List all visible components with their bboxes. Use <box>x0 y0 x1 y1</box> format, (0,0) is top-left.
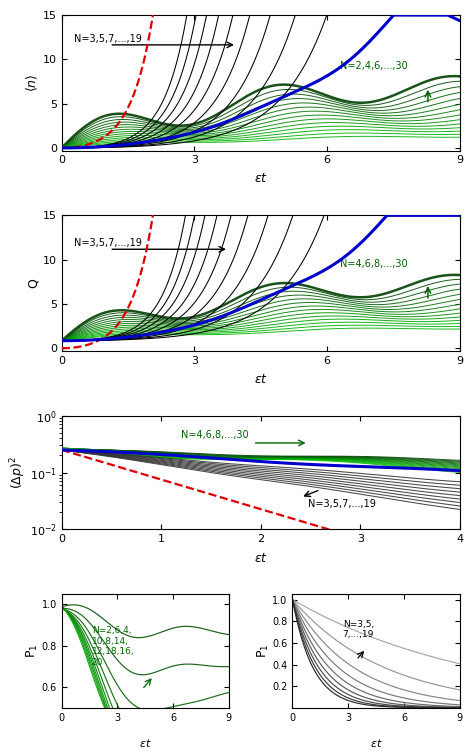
Text: N=4,6,8,...,30: N=4,6,8,...,30 <box>340 259 408 269</box>
Text: N=3,5,7,...,19: N=3,5,7,...,19 <box>73 34 141 44</box>
Text: $\varepsilon t$: $\varepsilon t$ <box>139 737 152 749</box>
Y-axis label: $\langle n \rangle$: $\langle n \rangle$ <box>25 74 40 92</box>
Text: $\varepsilon t$: $\varepsilon t$ <box>254 373 268 386</box>
Text: $\varepsilon t$: $\varepsilon t$ <box>370 737 383 749</box>
Y-axis label: P$_1$: P$_1$ <box>25 644 40 658</box>
Text: N=2,6,4,
10,8,14,
12,18,16,
20: N=2,6,4, 10,8,14, 12,18,16, 20 <box>92 626 134 666</box>
Y-axis label: P$_1$: P$_1$ <box>256 644 271 658</box>
Text: N=3,5,
7,...,19: N=3,5, 7,...,19 <box>343 620 374 639</box>
Text: N=2,4,6,...,30: N=2,4,6,...,30 <box>340 61 408 72</box>
Text: N=4,6,8,...,30: N=4,6,8,...,30 <box>181 431 249 441</box>
Text: $\varepsilon t$: $\varepsilon t$ <box>254 552 268 565</box>
Text: $\varepsilon t$: $\varepsilon t$ <box>254 172 268 185</box>
Text: N=3,5,7,...,19: N=3,5,7,...,19 <box>73 238 141 248</box>
Text: N=3,5,7,...,19: N=3,5,7,...,19 <box>309 498 376 508</box>
Y-axis label: Q: Q <box>27 278 40 288</box>
Y-axis label: $(\Delta p)^2$: $(\Delta p)^2$ <box>9 456 28 489</box>
